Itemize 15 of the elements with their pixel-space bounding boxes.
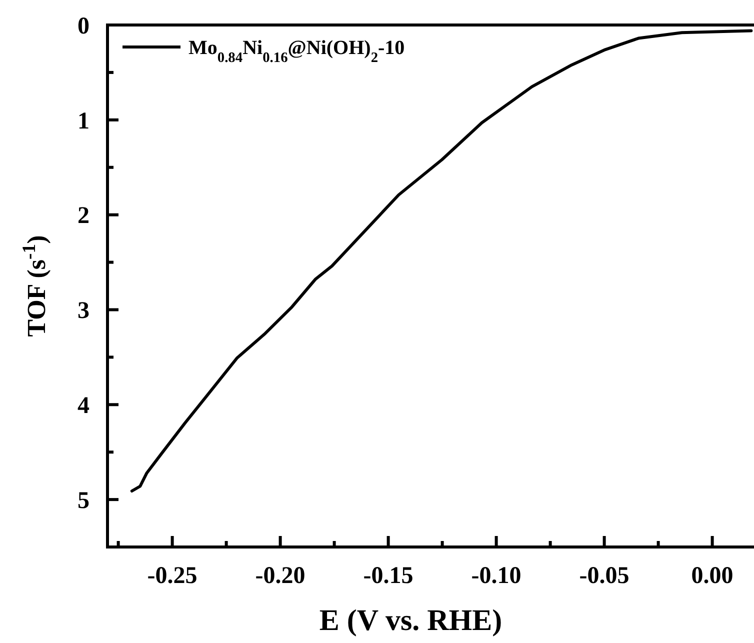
x-tick-label: -0.15 bbox=[363, 563, 414, 589]
y-tick-label: 2 bbox=[78, 203, 90, 230]
x-tick-label: -0.05 bbox=[579, 563, 630, 589]
y-tick-label: 1 bbox=[78, 108, 90, 134]
x-tick-label: -0.10 bbox=[471, 563, 522, 589]
y-tick-label: 3 bbox=[78, 298, 90, 324]
x-axis-title: E (V vs. RHE) bbox=[319, 604, 502, 637]
y-tick-label: 4 bbox=[78, 393, 90, 420]
line-series bbox=[130, 29, 753, 493]
legend-label: Mo$_{0.84}$Ni$_{0.16}$@Ni(OH)$_{2}$-10 bbox=[188, 37, 405, 66]
y-tick-label: 5 bbox=[78, 488, 90, 514]
x-tick-label: -0.20 bbox=[255, 563, 306, 589]
x-tick-label: 0.00 bbox=[691, 563, 734, 589]
y-tick-label: 0 bbox=[78, 13, 90, 40]
x-tick-label: -0.25 bbox=[147, 563, 198, 589]
